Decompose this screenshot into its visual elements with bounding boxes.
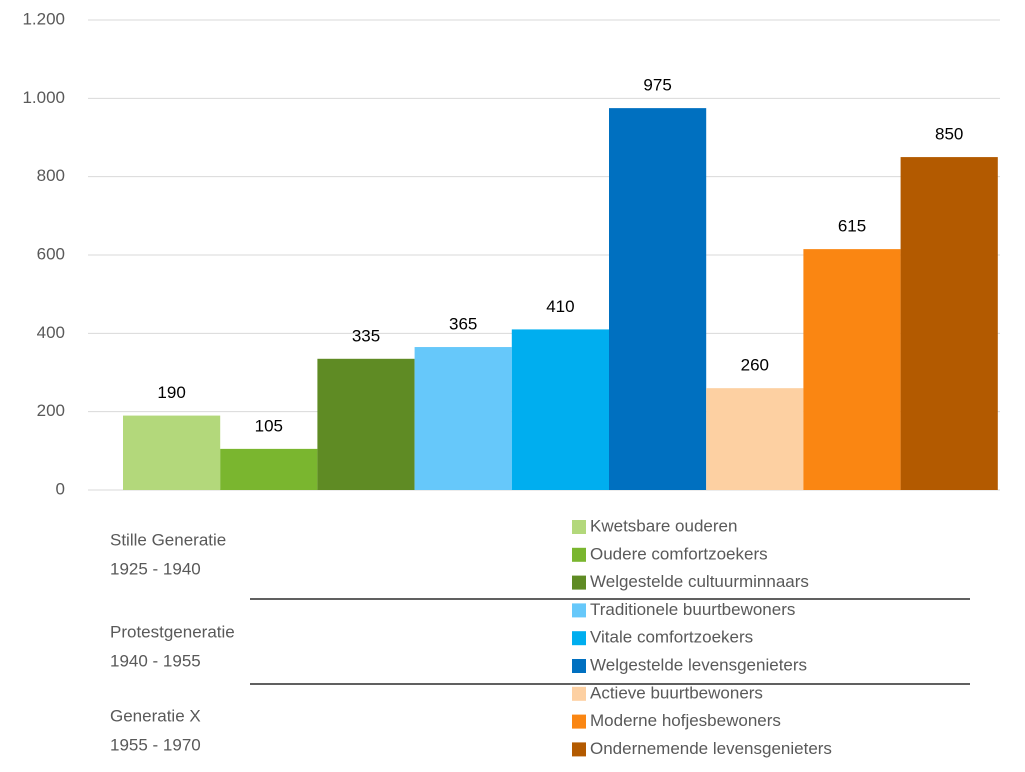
legend-swatch — [572, 742, 586, 757]
bar — [123, 415, 221, 490]
data-label: 105 — [255, 416, 283, 435]
bar — [511, 329, 609, 490]
group-period: 1925 - 1940 — [110, 559, 201, 578]
y-tick-label: 400 — [37, 323, 65, 342]
legend-swatch — [572, 547, 586, 562]
data-label: 190 — [157, 383, 185, 402]
group-label: Protestgeneratie — [110, 622, 235, 641]
data-label: 335 — [352, 326, 380, 345]
legend-label: Ondernemende levensgenieters — [590, 739, 832, 758]
data-label: 975 — [643, 76, 671, 95]
data-label: 850 — [935, 125, 963, 144]
legend-label: Kwetsbare ouderen — [590, 516, 737, 535]
legend-label: Welgestelde levensgenieters — [590, 655, 807, 674]
legend-label: Welgestelde cultuurminnaars — [590, 572, 809, 591]
bar — [706, 388, 804, 490]
bar — [609, 108, 707, 490]
legend-swatch — [572, 659, 586, 673]
data-label: 615 — [838, 217, 866, 236]
legend-label: Moderne hofjesbewoners — [590, 711, 781, 730]
data-label: 260 — [741, 356, 769, 375]
group-period: 1955 - 1970 — [110, 735, 201, 754]
y-tick-label: 0 — [56, 479, 65, 498]
legend-label: Actieve buurtbewoners — [590, 683, 763, 702]
bar — [220, 448, 318, 490]
y-tick-label: 600 — [37, 244, 65, 263]
bar — [803, 249, 901, 490]
bar — [900, 157, 998, 491]
bar — [414, 347, 512, 490]
group-label: Stille Generatie — [110, 530, 226, 549]
y-tick-label: 1.000 — [22, 88, 65, 107]
y-tick-label: 800 — [37, 166, 65, 185]
y-tick-label: 200 — [37, 401, 65, 420]
legend-label: Traditionele buurtbewoners — [590, 600, 795, 619]
group-label: Generatie X — [110, 706, 201, 725]
legend-swatch — [572, 603, 586, 618]
data-label: 365 — [449, 315, 477, 334]
legend-label: Oudere comfortzoekers — [590, 544, 768, 563]
legend-swatch — [572, 520, 586, 534]
legend-swatch — [572, 686, 586, 701]
data-label: 410 — [546, 297, 574, 316]
legend-swatch — [572, 714, 586, 729]
group-period: 1940 - 1955 — [110, 651, 201, 670]
legend-swatch — [572, 575, 586, 590]
y-tick-label: 1.200 — [22, 9, 65, 28]
bar — [317, 358, 415, 490]
legend-label: Vitale comfortzoekers — [590, 628, 753, 647]
legend-swatch — [572, 631, 586, 646]
